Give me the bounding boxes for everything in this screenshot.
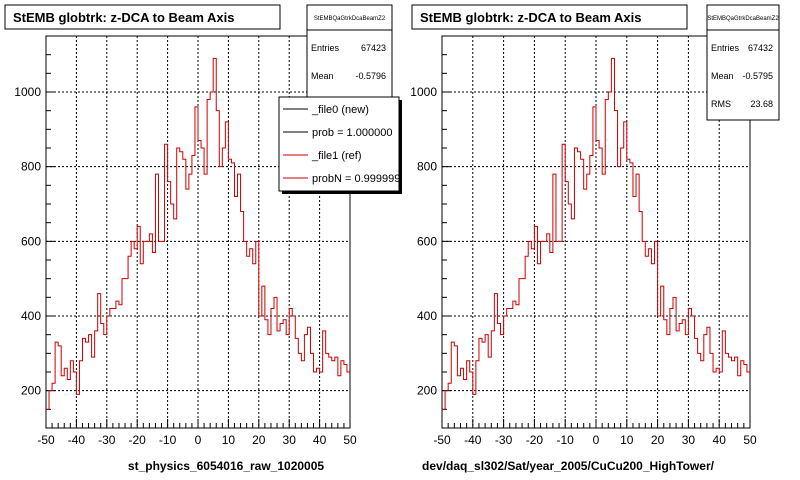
x-tick-label: 50 (743, 433, 757, 447)
histogram-series-line (46, 57, 350, 410)
stats-label: Entries (311, 43, 340, 53)
x-tick-label: 10 (222, 433, 236, 447)
x-tick-label: -20 (129, 433, 147, 447)
stats-box (706, 4, 780, 121)
stats-box (306, 4, 393, 98)
y-tick-label: 600 (417, 234, 437, 248)
x-tick-label: -10 (159, 433, 177, 447)
legend-label: probN = 0.999999 (312, 173, 400, 185)
stats-name: StEMBQaGtrkDcaBeamZ2 (707, 16, 779, 22)
histogram-series-line (442, 57, 750, 410)
x-axis-label: dev/daq_sl302/Sat/year_2005/CuCu200_High… (422, 459, 715, 473)
x-tick-label: -30 (495, 433, 513, 447)
stats-value: 67432 (748, 43, 773, 53)
x-tick-label: -40 (464, 433, 482, 447)
chart-title: StEMB globtrk: z-DCA to Beam Axis (420, 10, 642, 25)
legend-label: prob = 1.000000 (312, 127, 392, 139)
x-tick-label: -30 (98, 433, 116, 447)
x-tick-label: 10 (620, 433, 634, 447)
x-tick-label: -20 (526, 433, 544, 447)
stats-value: -0.5795 (742, 71, 773, 81)
x-axis-label: st_physics_6054016_raw_1020005 (128, 459, 324, 473)
stats-name: StEMBQaGtrkDcaBeamZ2 (314, 16, 386, 22)
y-tick-label: 400 (417, 309, 437, 323)
x-tick-label: 0 (593, 433, 600, 447)
x-tick-label: -50 (433, 433, 451, 447)
x-tick-label: 50 (343, 433, 357, 447)
x-tick-label: -50 (37, 433, 55, 447)
legend-label: _file1 (ref) (311, 150, 362, 162)
y-tick-label: 200 (21, 384, 41, 398)
stats-label: Mean (311, 71, 334, 81)
x-tick-label: 40 (713, 433, 727, 447)
x-tick-label: -40 (68, 433, 86, 447)
stats-label: Mean (711, 71, 734, 81)
title-box (4, 4, 281, 30)
legend-box (278, 96, 400, 192)
x-tick-label: 0 (195, 433, 202, 447)
y-tick-label: 600 (21, 234, 41, 248)
x-tick-label: 20 (651, 433, 665, 447)
stats-value: 67423 (361, 43, 386, 53)
x-tick-label: 30 (283, 433, 297, 447)
title-box (411, 4, 688, 30)
stats-value: -0.5796 (355, 71, 386, 81)
stats-value: 23.68 (750, 99, 773, 109)
stats-label: RMS (711, 99, 731, 109)
y-tick-label: 1000 (14, 85, 41, 99)
stats-label: Entries (711, 43, 740, 53)
x-tick-label: -10 (557, 433, 575, 447)
x-tick-label: 40 (313, 433, 327, 447)
x-tick-label: 20 (252, 433, 266, 447)
x-tick-label: 30 (682, 433, 696, 447)
y-tick-label: 1000 (410, 85, 437, 99)
chart-title: StEMB globtrk: z-DCA to Beam Axis (13, 10, 235, 25)
y-tick-label: 800 (417, 160, 437, 174)
y-tick-label: 200 (417, 384, 437, 398)
y-tick-label: 800 (21, 160, 41, 174)
legend-label: _file0 (new) (311, 104, 369, 116)
y-tick-label: 400 (21, 309, 41, 323)
